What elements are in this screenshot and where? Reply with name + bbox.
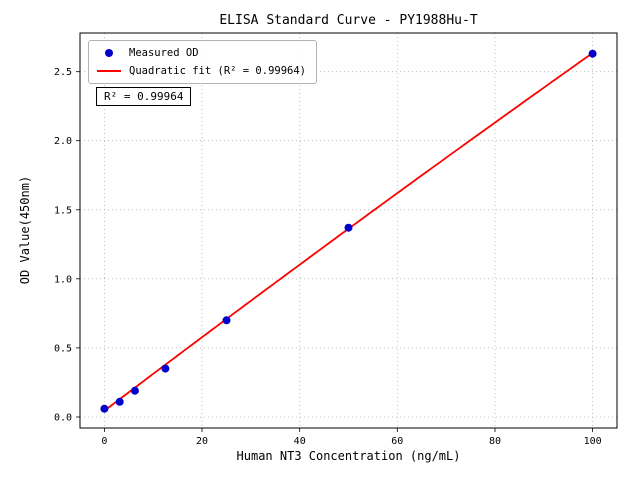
svg-text:2.0: 2.0 (54, 136, 72, 147)
svg-text:0.0: 0.0 (54, 413, 72, 424)
svg-text:0.5: 0.5 (54, 343, 72, 354)
legend: Measured OD Quadratic fit (R² = 0.99964) (88, 40, 318, 84)
svg-text:1.0: 1.0 (54, 274, 72, 285)
legend-label-quadratic-fit: Quadratic fit (R² = 0.99964) (129, 65, 307, 77)
svg-text:2.5: 2.5 (54, 67, 72, 78)
r-squared-annotation: R² = 0.99964 (96, 87, 192, 106)
svg-text:1.5: 1.5 (54, 205, 72, 216)
svg-text:100: 100 (584, 436, 602, 447)
svg-text:60: 60 (391, 436, 403, 447)
svg-text:40: 40 (294, 436, 306, 447)
svg-text:80: 80 (489, 436, 501, 447)
legend-label-measured-od: Measured OD (129, 47, 199, 59)
legend-item-quadratic-fit: Quadratic fit (R² = 0.99964) (96, 65, 306, 77)
svg-text:20: 20 (196, 436, 208, 447)
quadratic-fit-line-icon (97, 70, 121, 72)
svg-text:0: 0 (101, 436, 107, 447)
chart-title: ELISA Standard Curve - PY1988Hu-T (219, 13, 478, 28)
x-axis-label: Human NT3 Concentration (ng/mL) (236, 449, 461, 463)
legend-item-measured-od: Measured OD (96, 47, 306, 59)
y-axis-label: OD Value(450nm) (18, 175, 32, 285)
measured-od-marker-icon (105, 49, 113, 57)
